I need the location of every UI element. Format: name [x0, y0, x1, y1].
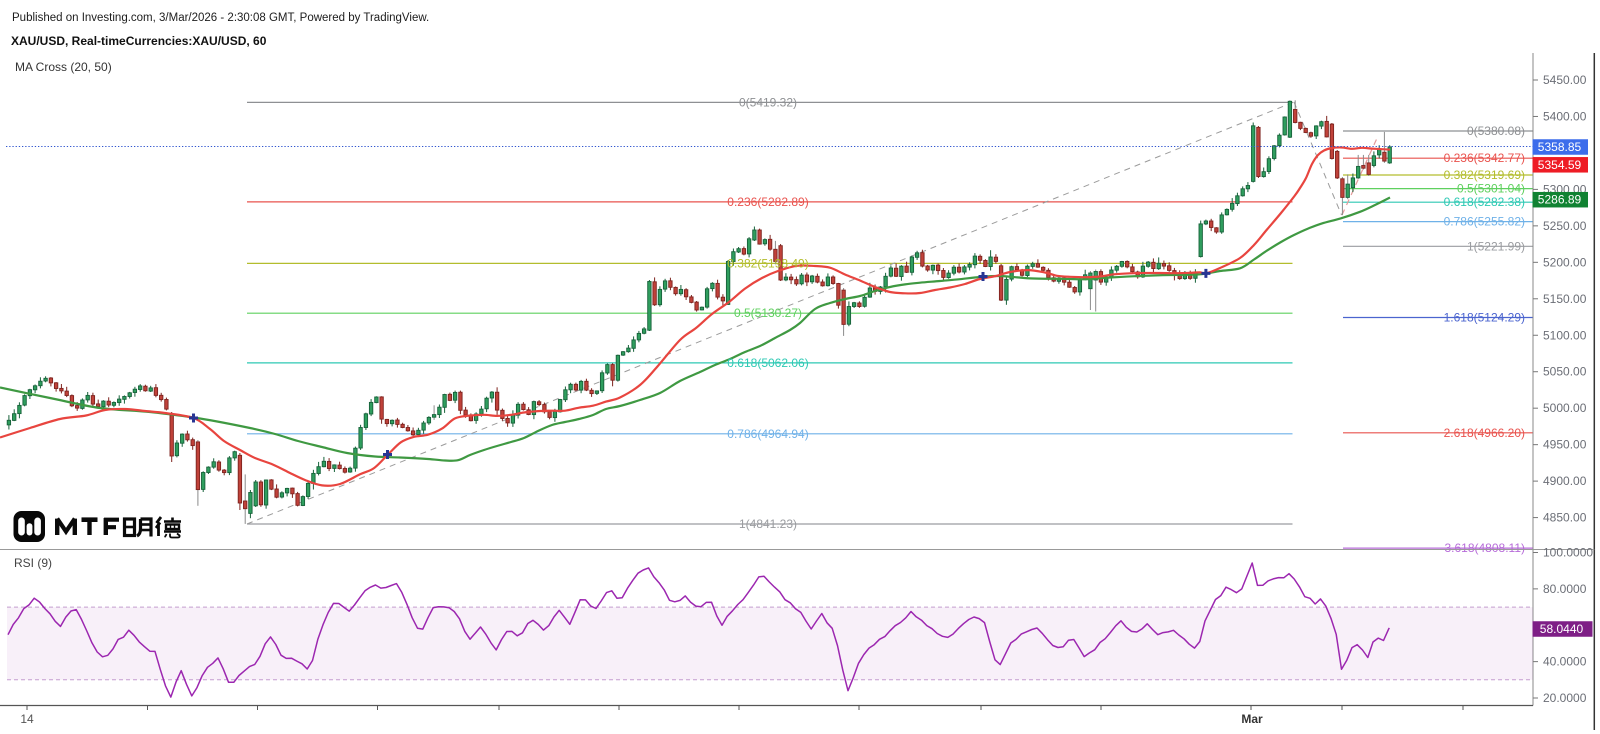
svg-text:80.0000: 80.0000	[1543, 582, 1587, 596]
svg-text:5354.59: 5354.59	[1538, 158, 1582, 172]
svg-text:0.618(5282.38): 0.618(5282.38)	[1444, 195, 1525, 209]
svg-text:0.5(5130.27): 0.5(5130.27)	[734, 306, 802, 320]
svg-text:5000.00: 5000.00	[1543, 401, 1587, 415]
svg-text:0(5380.08): 0(5380.08)	[1467, 124, 1525, 138]
svg-text:4850.00: 4850.00	[1543, 511, 1587, 525]
svg-text:40.0000: 40.0000	[1543, 655, 1587, 669]
svg-text:1.618(5124.29): 1.618(5124.29)	[1444, 311, 1525, 325]
svg-text:0.5(5301.04): 0.5(5301.04)	[1457, 182, 1525, 196]
svg-text:Published on Investing.com, 3/: Published on Investing.com, 3/Mar/2026 -…	[12, 12, 429, 24]
svg-text:5050.00: 5050.00	[1543, 365, 1587, 379]
svg-text:5250.00: 5250.00	[1543, 219, 1587, 233]
svg-text:RSI (9): RSI (9)	[14, 556, 52, 570]
svg-text:5400.00: 5400.00	[1543, 109, 1587, 123]
svg-text:0.382(5319.69): 0.382(5319.69)	[1444, 168, 1525, 182]
svg-text:100.0000: 100.0000	[1543, 546, 1593, 560]
svg-text:0.236(5282.89): 0.236(5282.89)	[727, 195, 808, 209]
svg-text:0.382(5198.49): 0.382(5198.49)	[727, 256, 808, 270]
svg-text:14: 14	[20, 712, 34, 726]
svg-text:5150.00: 5150.00	[1543, 292, 1587, 306]
svg-text:5100.00: 5100.00	[1543, 328, 1587, 342]
svg-text:5358.85: 5358.85	[1538, 140, 1582, 154]
svg-text:2.618(4966.20): 2.618(4966.20)	[1444, 426, 1525, 440]
svg-text:5200.00: 5200.00	[1543, 255, 1587, 269]
svg-text:0.786(5255.82): 0.786(5255.82)	[1444, 215, 1525, 229]
svg-text:MA Cross (20, 50): MA Cross (20, 50)	[15, 60, 112, 74]
svg-text:5286.89: 5286.89	[1538, 193, 1582, 207]
svg-text:58.0440: 58.0440	[1540, 622, 1584, 636]
svg-text:5450.00: 5450.00	[1543, 73, 1587, 87]
svg-text:20.0000: 20.0000	[1543, 691, 1587, 705]
svg-text:0.786(4964.94): 0.786(4964.94)	[727, 427, 808, 441]
svg-text:0.618(5062.06): 0.618(5062.06)	[727, 356, 808, 370]
svg-text:0(5419.32): 0(5419.32)	[739, 95, 797, 109]
svg-text:3.618(4808.11): 3.618(4808.11)	[1444, 541, 1525, 555]
svg-text:1(5221.99): 1(5221.99)	[1467, 239, 1525, 253]
svg-text:1(4841.23): 1(4841.23)	[739, 517, 797, 531]
svg-text:XAU/USD, Real-timeCurrencies:X: XAU/USD, Real-timeCurrencies:XAU/USD, 60	[11, 34, 267, 48]
svg-text:0.236(5342.77): 0.236(5342.77)	[1444, 151, 1525, 165]
svg-text:4900.00: 4900.00	[1543, 474, 1587, 488]
svg-text:4950.00: 4950.00	[1543, 438, 1587, 452]
svg-text:Mar: Mar	[1241, 712, 1263, 726]
